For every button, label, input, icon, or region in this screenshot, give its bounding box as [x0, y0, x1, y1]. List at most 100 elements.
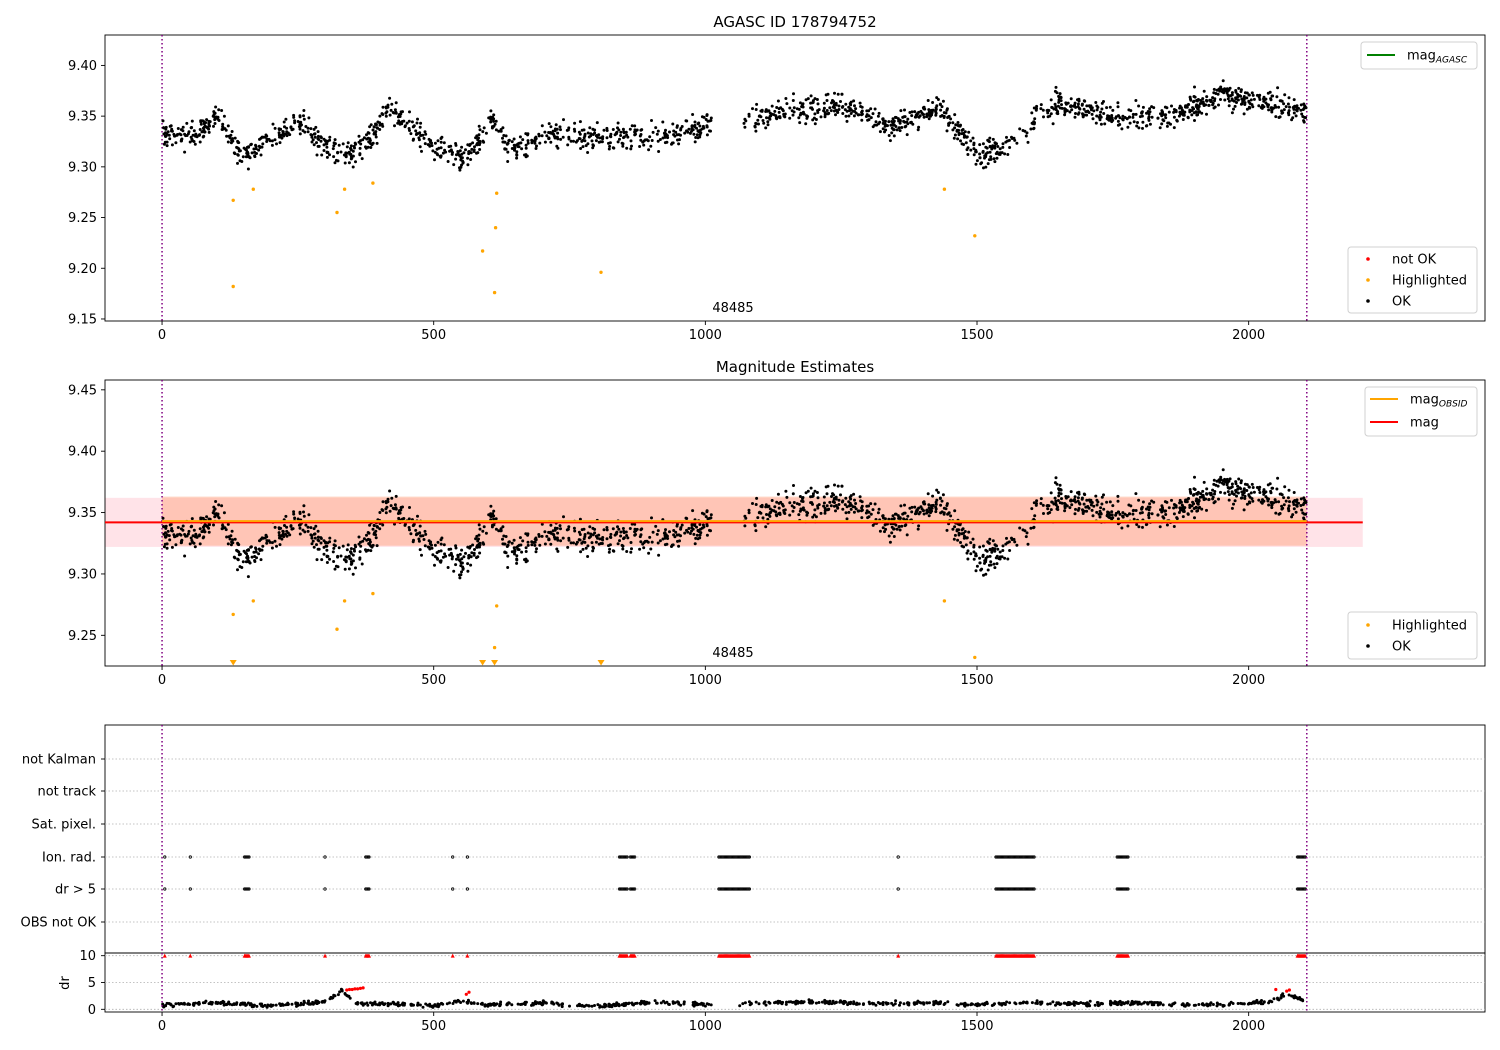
highlighted-point — [942, 599, 947, 603]
ok-point — [521, 539, 525, 543]
ok-point — [593, 531, 597, 535]
ok-point — [967, 530, 971, 534]
ok-point — [270, 541, 274, 545]
dr-point — [659, 1001, 663, 1005]
ok-point — [822, 106, 826, 110]
ok-point — [1070, 503, 1074, 507]
ok-point — [1275, 487, 1279, 491]
ok-point — [1147, 508, 1151, 512]
ok-point — [237, 543, 241, 547]
dr-clipped-marker — [1032, 953, 1037, 958]
dr-point — [691, 1001, 695, 1004]
ok-point — [600, 136, 604, 140]
ok-point — [214, 500, 218, 503]
ok-point — [515, 561, 519, 565]
ok-point — [1276, 86, 1280, 90]
dr-point — [1062, 1001, 1066, 1005]
ok-point — [613, 533, 617, 537]
ok-point — [584, 144, 588, 148]
ok-point — [865, 504, 869, 508]
ok-point — [333, 567, 337, 571]
dr-point — [431, 1005, 435, 1009]
ok-point — [908, 111, 912, 114]
flag-point — [323, 855, 327, 859]
ok-point — [986, 151, 990, 155]
ok-point — [918, 114, 922, 118]
ok-point — [777, 115, 781, 119]
ok-point — [1273, 498, 1277, 502]
ok-point — [1240, 496, 1244, 500]
ok-point — [1001, 549, 1005, 552]
dr-point — [902, 1002, 906, 1006]
ok-point — [553, 135, 557, 139]
ok-point — [1162, 516, 1166, 520]
ok-point — [549, 125, 553, 129]
ok-point — [320, 153, 324, 157]
ok-point — [687, 527, 691, 530]
ok-point — [1024, 134, 1028, 138]
flag-point — [624, 887, 628, 891]
ok-point — [580, 128, 584, 132]
ok-point — [633, 522, 637, 526]
ok-point — [565, 528, 569, 532]
ok-point — [393, 503, 397, 507]
ok-point — [844, 496, 848, 500]
ok-point — [315, 141, 318, 145]
ok-point — [371, 128, 375, 132]
ok-point — [1165, 523, 1169, 527]
ok-point — [183, 554, 187, 558]
ok-point — [1085, 509, 1089, 513]
ok-point — [372, 125, 376, 129]
ok-point — [513, 552, 516, 556]
ok-point — [1132, 120, 1136, 124]
legend-frame — [1347, 246, 1478, 314]
ok-point — [1085, 110, 1089, 113]
dr-point — [894, 999, 898, 1003]
ok-point — [473, 145, 476, 149]
ok-point — [665, 134, 669, 138]
ok-point — [436, 139, 440, 143]
dr-point — [389, 1002, 393, 1006]
ok-point — [572, 526, 576, 530]
ok-point — [621, 544, 625, 548]
ok-point — [250, 151, 254, 155]
ok-point — [698, 133, 702, 137]
y-tick-label: 9.35 — [68, 506, 97, 521]
ok-point — [1240, 102, 1244, 106]
ok-point — [1031, 122, 1035, 126]
ok-point — [460, 156, 464, 160]
ok-point — [417, 138, 421, 142]
dr-point — [1168, 1003, 1171, 1007]
ok-point — [1161, 506, 1164, 510]
ok-point — [1102, 507, 1106, 511]
ok-point — [1192, 493, 1196, 496]
ok-point — [475, 151, 478, 155]
ok-point — [857, 509, 861, 513]
ok-point — [244, 560, 248, 564]
ok-point — [331, 550, 335, 554]
ok-point — [538, 141, 542, 145]
ok-point — [494, 527, 498, 531]
ok-point — [481, 541, 485, 545]
dr-point — [244, 1003, 248, 1007]
ok-point — [1063, 113, 1067, 117]
ok-point — [446, 160, 450, 163]
ok-point — [981, 555, 985, 558]
ok-point — [898, 121, 902, 125]
ok-point — [635, 527, 639, 531]
ok-point — [988, 554, 992, 558]
ok-point — [298, 124, 302, 128]
ok-point — [574, 542, 578, 546]
ok-point — [1138, 115, 1142, 119]
ok-point — [1094, 494, 1098, 498]
ok-point — [319, 139, 323, 143]
ok-point — [677, 142, 681, 146]
ok-point — [1205, 508, 1208, 512]
dr-point — [691, 1003, 695, 1007]
ok-point — [1200, 101, 1204, 105]
ok-point — [956, 137, 960, 141]
ok-point — [515, 554, 519, 558]
ok-point — [1059, 488, 1063, 492]
ok-point — [751, 107, 754, 111]
